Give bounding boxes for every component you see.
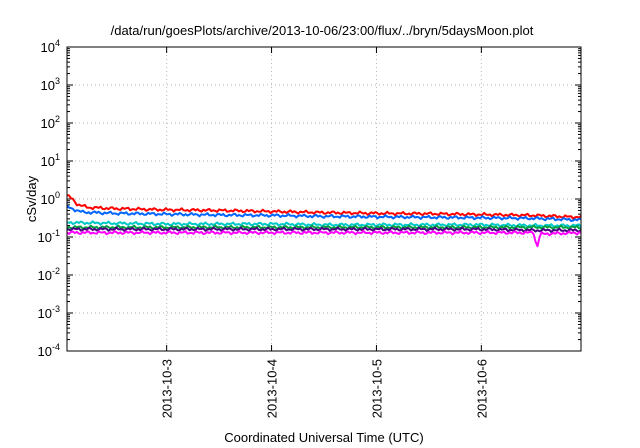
chart-title: /data/run/goesPlots/archive/2013-10-06/2…: [111, 23, 534, 38]
series-line: [66, 220, 582, 229]
y-tick-label: 104: [41, 38, 60, 55]
grid: [67, 47, 581, 351]
y-tick-label: 100: [41, 190, 60, 207]
series-line: [66, 204, 582, 222]
x-tick-label: 2013-10-4: [265, 359, 280, 418]
y-tick-label: 10-4: [38, 342, 60, 359]
series-group: [66, 194, 582, 248]
x-tick-label: 2013-10-3: [160, 359, 175, 418]
y-tick-label: 102: [41, 114, 60, 131]
series-line: [66, 194, 582, 220]
y-tick-label: 103: [41, 76, 60, 93]
y-axis-label: cSv/day: [24, 175, 39, 222]
plot-frame: [66, 46, 582, 352]
y-tick-label: 101: [41, 152, 60, 169]
y-tick-label: 10-1: [38, 228, 60, 245]
y-tick-label: 10-3: [38, 304, 60, 321]
x-axis-label: Coordinated Universal Time (UTC): [224, 430, 423, 445]
series-line: [66, 224, 582, 230]
series-line: [66, 226, 582, 233]
y-tick-label: 10-2: [38, 266, 60, 283]
series-line: [66, 230, 582, 248]
x-tick-label: 2013-10-6: [474, 359, 489, 418]
x-tick-label: 2013-10-5: [369, 359, 384, 418]
